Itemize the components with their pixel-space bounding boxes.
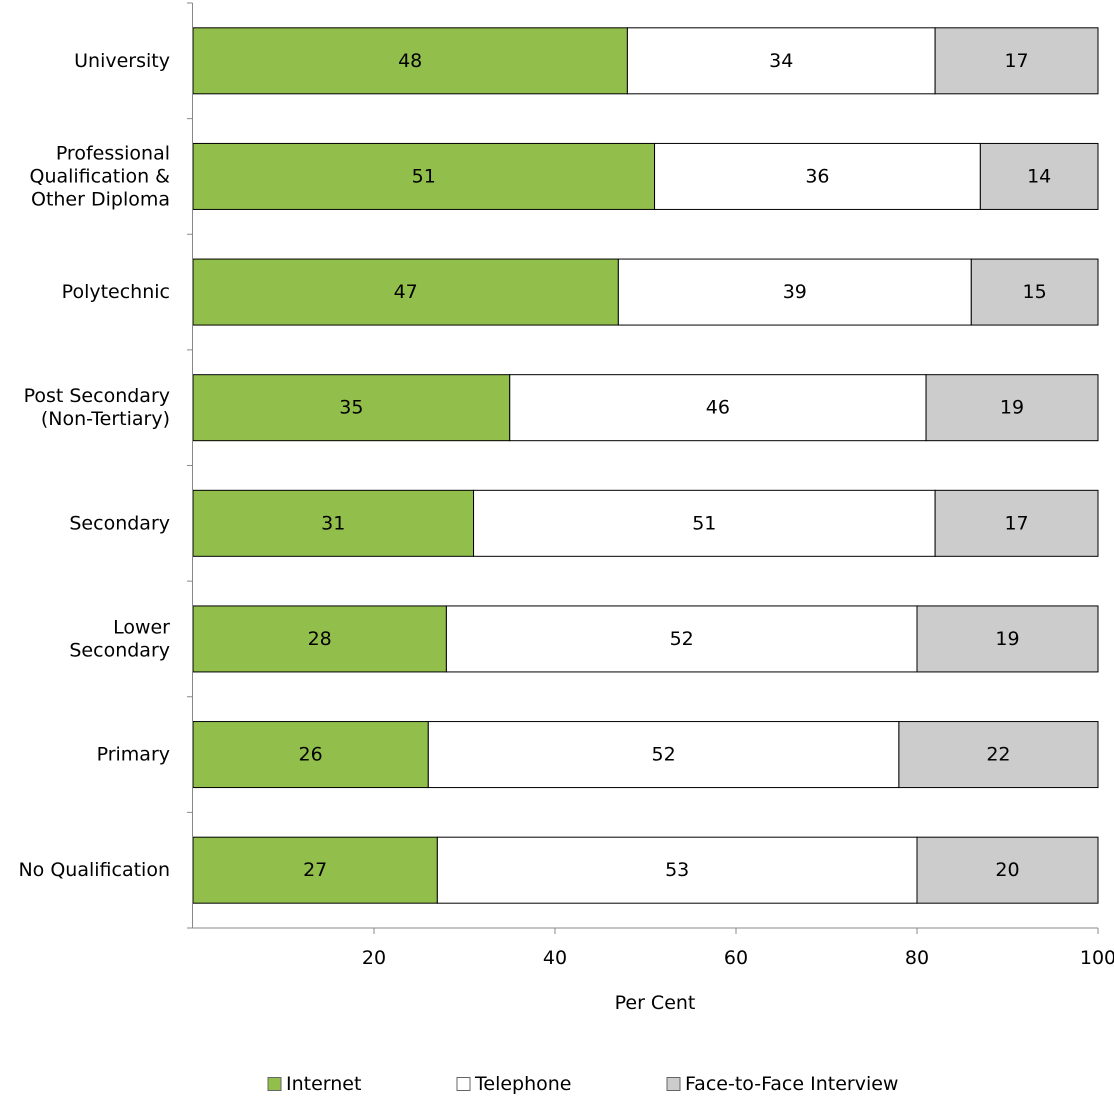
axis-layer: 20 40 60 80 100 Per Cent [187,2,1114,1014]
data-label: 35 [339,397,363,419]
bar-segment-telephone [617,258,972,326]
bar-segment-face-to-face-interview [979,142,1099,210]
legend-label: Internet [286,1073,361,1095]
data-label: 27 [303,859,327,881]
data-label: 39 [783,281,807,303]
bar-segment-face-to-face-interview [916,836,1099,904]
x-tick-label: 40 [543,947,567,969]
bar-segment-internet [192,489,475,557]
data-label: 52 [670,628,694,650]
category-label: Professional Qualification & Other Diploma [29,142,170,210]
data-label: 46 [706,397,730,419]
bar-segment-telephone [445,605,918,673]
data-label: 31 [321,512,345,534]
bar-segment-face-to-face-interview [916,605,1099,673]
data-label: 34 [769,50,793,72]
x-axis-title: Per Cent [615,992,696,1014]
bar-segment-internet [192,721,429,789]
data-label: 22 [986,744,1010,766]
data-label: 20 [995,859,1019,881]
data-label: 15 [1023,281,1047,303]
data-label: 51 [412,165,436,187]
bar-segment-internet [192,374,511,442]
bar-segment-face-to-face-interview [970,258,1099,326]
data-label: 26 [299,744,323,766]
bar-segment-telephone [654,142,981,210]
legend-label: Face-to-Face Interview [685,1073,898,1095]
legend: Internet Telephone Face-to-Face Interview [267,1073,898,1095]
bar-segment-internet [192,27,628,95]
category-label: University [74,50,170,72]
bar-segment-face-to-face-interview [925,374,1099,442]
data-label: 19 [995,628,1019,650]
data-label: 48 [398,50,422,72]
x-tick-label: 80 [905,947,929,969]
bar-segment-internet [192,258,619,326]
bar-segment-face-to-face-interview [934,489,1099,557]
category-label: Primary [97,744,170,766]
data-label: 51 [692,512,716,534]
data-label: 36 [805,165,829,187]
x-tick-label: 20 [362,947,386,969]
bars-layer [192,27,1099,904]
data-label: 14 [1027,165,1051,187]
data-label: 17 [1004,512,1028,534]
data-label: 52 [652,744,676,766]
bar-segment-telephone [473,489,936,557]
bar-segment-telephone [427,721,900,789]
bar-segment-internet [192,836,438,904]
category-label: Polytechnic [62,281,170,303]
data-label: 53 [665,859,689,881]
bar-segment-telephone [436,836,918,904]
category-label: Lower Secondary [69,616,170,661]
data-label: 17 [1004,50,1028,72]
legend-swatch [666,1077,681,1091]
bar-segment-face-to-face-interview [898,721,1099,789]
x-tick-label: 60 [724,947,748,969]
category-label: Post Secondary (Non-Tertiary) [24,385,170,430]
bar-segment-internet [192,142,656,210]
legend-swatch [267,1077,282,1091]
data-label: 19 [1000,397,1024,419]
category-label: No Qualification [18,859,170,881]
category-label: Secondary [69,512,170,534]
x-tick-label: 100 [1080,947,1114,969]
legend-swatch [456,1077,471,1091]
legend-label: Telephone [474,1073,572,1095]
labels-layer: 48 34 17 University 51 36 14 Professional Qualif… [18,50,1051,881]
data-label: 28 [308,628,332,650]
bar-segment-telephone [626,27,936,95]
data-label: 47 [394,281,418,303]
bar-segment-face-to-face-interview [934,27,1099,95]
